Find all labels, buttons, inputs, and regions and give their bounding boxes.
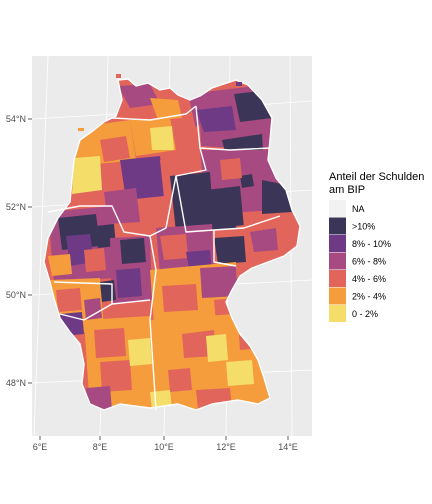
legend-title-line2: am BIP	[329, 184, 365, 196]
legend-key-3	[329, 252, 346, 270]
legend-label-0: NA	[352, 204, 365, 214]
y-axis: 54°N 52°N 50°N 48°N	[6, 114, 32, 388]
y-tick-52: 52°N	[6, 202, 26, 212]
legend-label-3: 6% - 8%	[352, 257, 386, 267]
legend-title-line1: Anteil der Schulden	[329, 171, 424, 183]
x-tick-6: 6°E	[33, 442, 48, 452]
state-borders	[43, 78, 301, 411]
x-tick-10: 10°E	[154, 442, 174, 452]
legend-key-1	[329, 217, 346, 235]
legend-label-6: 0 - 2%	[352, 309, 378, 319]
x-axis: 6°E 8°E 10°E 12°E 14°E	[33, 436, 298, 452]
y-tick-54: 54°N	[6, 114, 26, 124]
islands	[78, 74, 242, 131]
x-tick-8: 8°E	[93, 442, 108, 452]
germany-districts	[44, 79, 300, 410]
legend-label-4: 4% - 6%	[352, 274, 386, 284]
legend-label-5: 2% - 4%	[352, 292, 386, 302]
legend-key-6	[329, 305, 346, 322]
y-tick-50: 50°N	[6, 290, 26, 300]
y-tick-48: 48°N	[6, 378, 26, 388]
legend-label-2: 8% - 10%	[352, 239, 391, 249]
legend-key-4	[329, 270, 346, 287]
x-tick-14: 14°E	[278, 442, 298, 452]
legend-label-1: >10%	[352, 222, 375, 232]
x-tick-12: 12°E	[216, 442, 236, 452]
legend: Anteil der Schulden am BIP NA >10% 8% - 10…	[329, 171, 424, 322]
legend-key-0	[329, 200, 346, 217]
legend-key-5	[329, 287, 346, 305]
legend-items: NA >10% 8% - 10% 6% - 8% 4% - 6% 2% - 4% 0 - 2…	[329, 200, 391, 322]
legend-key-2	[329, 235, 346, 252]
